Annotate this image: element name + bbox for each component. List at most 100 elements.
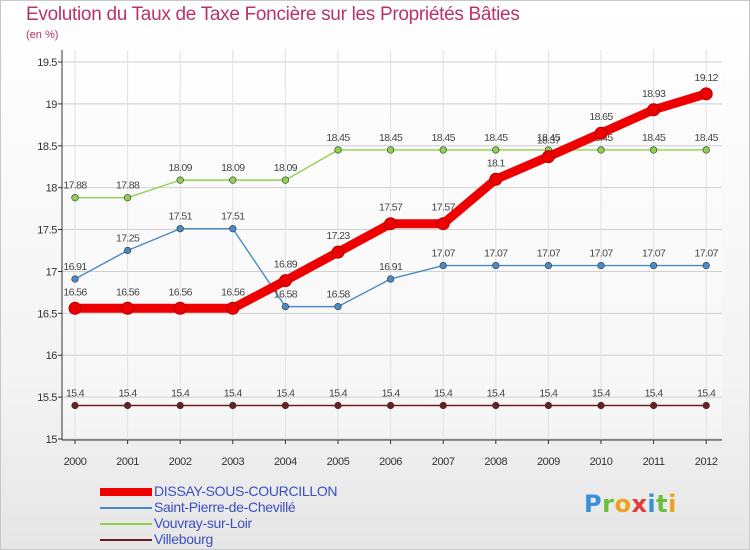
data-point — [594, 126, 608, 140]
data-point — [68, 301, 82, 315]
x-tick-label: 2010 — [590, 456, 613, 468]
chart-unit-label: (en %) — [26, 29, 59, 41]
data-point — [331, 245, 345, 259]
data-point — [702, 261, 710, 270]
legend-label: Vouvray-sur-Loir — [154, 515, 252, 531]
data-label: 18.45 — [326, 132, 350, 144]
data-label: 15.4 — [697, 387, 716, 399]
data-label: 16.56 — [221, 286, 245, 298]
data-point — [281, 401, 290, 410]
data-point — [544, 401, 553, 410]
data-label: 18.93 — [642, 88, 666, 100]
y-tick-label: 19 — [46, 99, 58, 111]
data-label: 18.1 — [487, 157, 506, 169]
data-label: 17.57 — [432, 202, 456, 214]
x-tick-label: 2008 — [484, 456, 507, 468]
data-label: 16.91 — [63, 261, 87, 273]
y-tick-label: 19.5 — [37, 57, 57, 69]
data-point — [649, 146, 658, 154]
plot-area — [62, 50, 722, 440]
data-label: 15.4 — [119, 387, 138, 399]
x-tick-label: 2007 — [432, 456, 455, 468]
data-point — [229, 401, 237, 410]
data-point — [71, 194, 79, 202]
data-point — [384, 217, 398, 231]
chart-title: Evolution du Taux de Taxe Foncière sur l… — [26, 4, 520, 25]
data-label: 18.45 — [484, 132, 508, 144]
data-label: 18.37 — [537, 135, 561, 147]
y-tick-label: 15 — [46, 434, 58, 446]
data-label: 15.4 — [592, 387, 611, 399]
data-point — [334, 146, 342, 154]
data-point — [647, 103, 661, 117]
y-tick-label: 17.5 — [37, 225, 57, 237]
y-tick-label: 16 — [46, 350, 58, 362]
y-tick-label: 17 — [46, 266, 58, 278]
data-label: 17.07 — [695, 248, 719, 260]
data-label: 18.09 — [169, 162, 193, 174]
data-point — [281, 303, 290, 311]
legend-swatch — [100, 523, 152, 525]
data-label: 17.51 — [221, 211, 245, 223]
data-label: 15.4 — [276, 387, 295, 399]
data-point — [123, 246, 132, 255]
data-point — [439, 261, 447, 270]
data-point — [544, 261, 553, 270]
data-point — [436, 217, 450, 231]
data-label: 18.09 — [221, 162, 245, 174]
data-label: 15.4 — [434, 387, 453, 399]
legend-swatch — [100, 539, 152, 541]
logo-letter: r — [602, 490, 615, 518]
y-tick-label: 16.5 — [37, 308, 57, 320]
x-tick-label: 2011 — [643, 456, 665, 468]
data-label: 17.07 — [589, 248, 613, 260]
data-point — [702, 401, 710, 410]
logo-letter: o — [614, 490, 632, 518]
legend-label: Villebourg — [154, 531, 214, 547]
data-point — [176, 225, 184, 233]
data-point — [439, 146, 447, 154]
data-label: 17.25 — [116, 233, 140, 245]
data-label: 17.07 — [642, 248, 666, 260]
data-label: 15.4 — [487, 387, 506, 399]
x-tick-label: 2002 — [169, 456, 192, 468]
legend-swatch — [100, 488, 152, 496]
logo-letter: t — [656, 490, 669, 518]
data-label: 15.4 — [66, 387, 85, 399]
logo-letter: x — [631, 490, 648, 518]
data-point — [334, 401, 342, 410]
data-label: 18.45 — [432, 132, 456, 144]
data-point — [597, 401, 605, 410]
y-tick-label: 18.5 — [37, 141, 57, 153]
data-label: 15.4 — [224, 387, 243, 399]
data-label: 15.4 — [539, 387, 558, 399]
data-label: 17.07 — [537, 248, 561, 260]
data-point — [597, 146, 605, 154]
x-tick-label: 2005 — [327, 456, 350, 468]
data-label: 15.4 — [382, 387, 401, 399]
data-point — [121, 301, 135, 315]
data-point — [699, 87, 713, 101]
data-point — [649, 401, 658, 410]
data-point — [278, 274, 292, 288]
logo-letter: i — [668, 490, 677, 518]
data-point — [702, 146, 710, 154]
data-label: 16.56 — [116, 286, 140, 298]
logo-letter: i — [647, 490, 657, 518]
data-label: 17.57 — [379, 202, 403, 214]
data-point — [173, 301, 187, 315]
data-point — [387, 401, 395, 410]
data-label: 17.88 — [116, 180, 140, 192]
data-label: 19.12 — [695, 72, 719, 84]
y-tick-label: 15.5 — [37, 392, 57, 404]
x-tick-label: 2000 — [64, 456, 87, 468]
legend-label: Saint-Pierre-de-Chevillé — [154, 499, 296, 515]
data-point — [123, 194, 132, 202]
data-point — [492, 146, 500, 154]
data-point — [281, 176, 290, 184]
data-point — [387, 146, 395, 154]
data-label: 15.4 — [329, 387, 348, 399]
data-label: 17.07 — [484, 248, 508, 260]
data-point — [489, 172, 503, 186]
